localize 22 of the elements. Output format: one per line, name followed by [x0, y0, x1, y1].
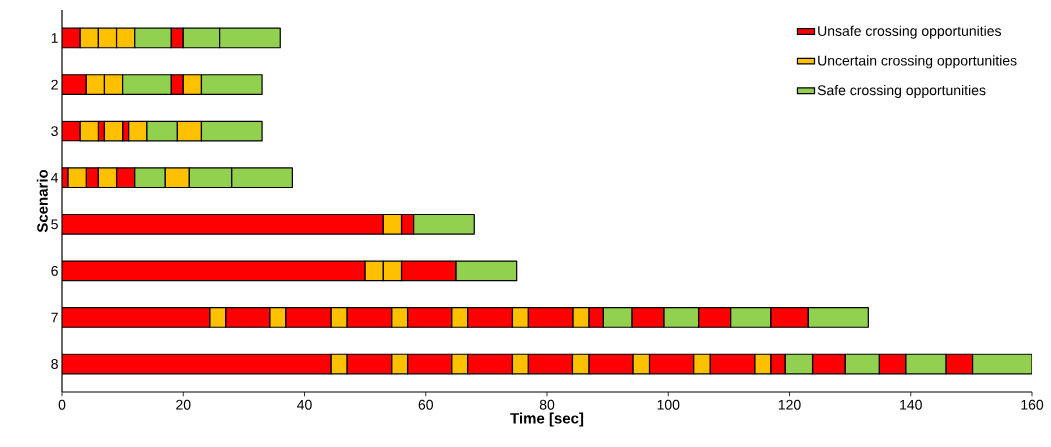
y-tick-label: 6: [51, 265, 58, 276]
x-tick-label: 160: [1021, 399, 1044, 410]
x-tick-label: 120: [778, 399, 801, 410]
x-tick-label: 60: [418, 399, 433, 410]
legend-label: Uncertain crossing opportunities: [818, 55, 1017, 69]
x-tick-label: 20: [176, 399, 191, 410]
x-tick-label: 100: [657, 399, 680, 410]
y-tick-label: 2: [51, 79, 58, 90]
x-tick-label: 140: [900, 399, 922, 410]
y-tick-label: 7: [51, 312, 58, 323]
x-tick-label: 80: [539, 399, 555, 410]
x-axis-title: Time [sec]: [510, 412, 584, 427]
y-tick-label: 1: [51, 33, 58, 43]
y-tick-label: 3: [51, 126, 58, 137]
legend-label: Unsafe crossing opportunities: [818, 25, 1002, 39]
y-tick-label: 8: [51, 359, 58, 370]
y-tick-label: 5: [51, 219, 58, 230]
y-axis-title: Scenario: [36, 169, 48, 233]
x-tick-label: 0: [58, 399, 66, 410]
y-tick-label: 4: [51, 172, 59, 183]
x-tick-label: 40: [297, 399, 312, 410]
legend-label: Safe crossing opportunities: [817, 84, 986, 98]
